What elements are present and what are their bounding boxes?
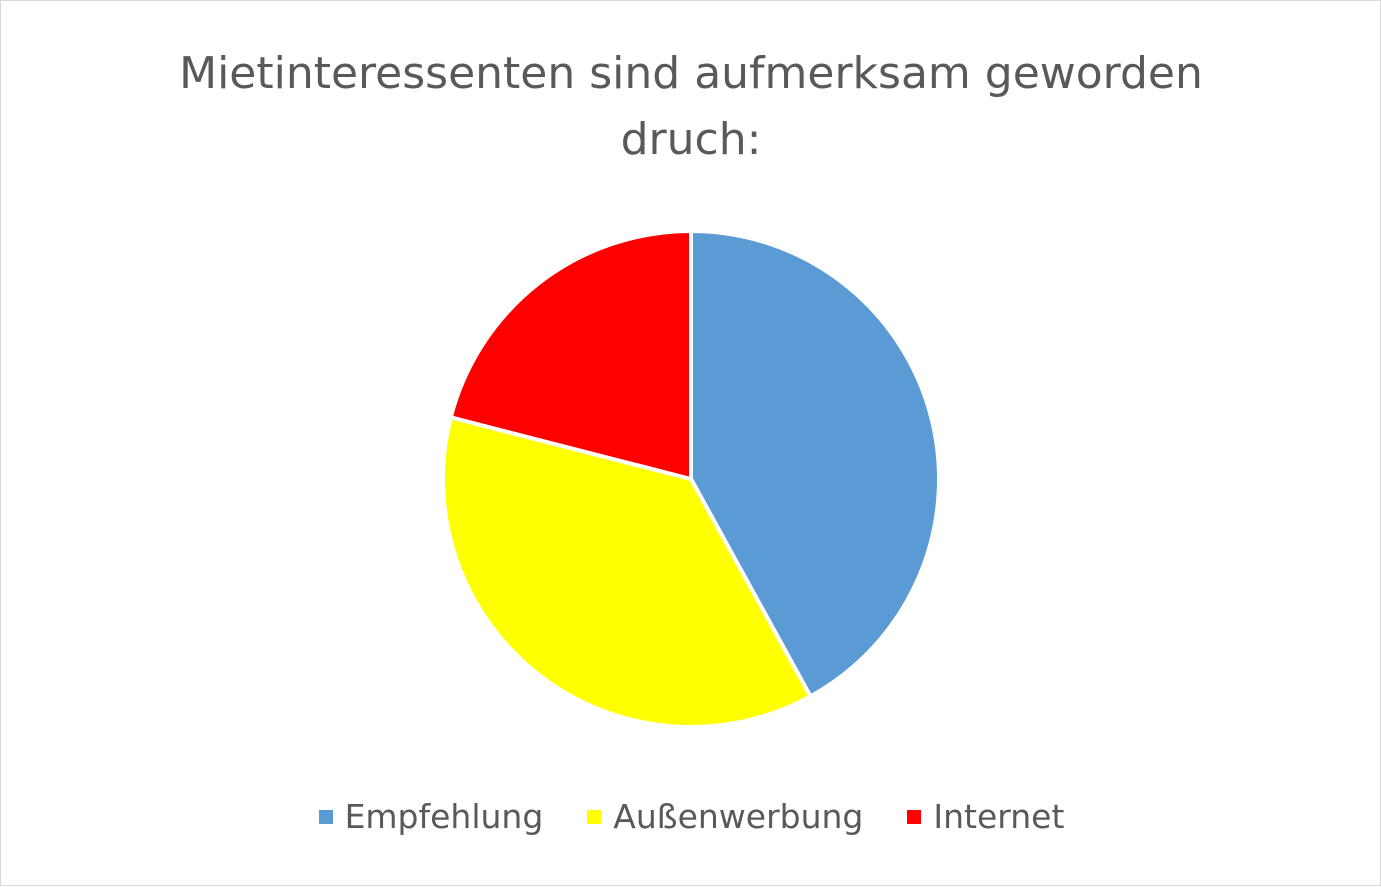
legend-swatch: [318, 809, 333, 824]
legend-label: Außenwerbung: [613, 797, 864, 836]
pie-slice: [689, 228, 941, 700]
legend-label: Empfehlung: [344, 797, 544, 836]
legend-item: Außenwerbung: [587, 797, 863, 836]
legend-swatch: [587, 809, 602, 824]
legend-label: Internet: [933, 797, 1065, 836]
legend-item: Internet: [907, 797, 1064, 836]
pie-slice: [448, 228, 693, 482]
legend: Empfehlung Außenwerbung Internet: [1, 797, 1381, 836]
chart-title: Mietinteressenten sind aufmerksam geword…: [179, 48, 1203, 165]
legend-swatch: [907, 809, 922, 824]
pie-slice: [441, 414, 814, 729]
legend-item: Empfehlung: [318, 797, 544, 836]
